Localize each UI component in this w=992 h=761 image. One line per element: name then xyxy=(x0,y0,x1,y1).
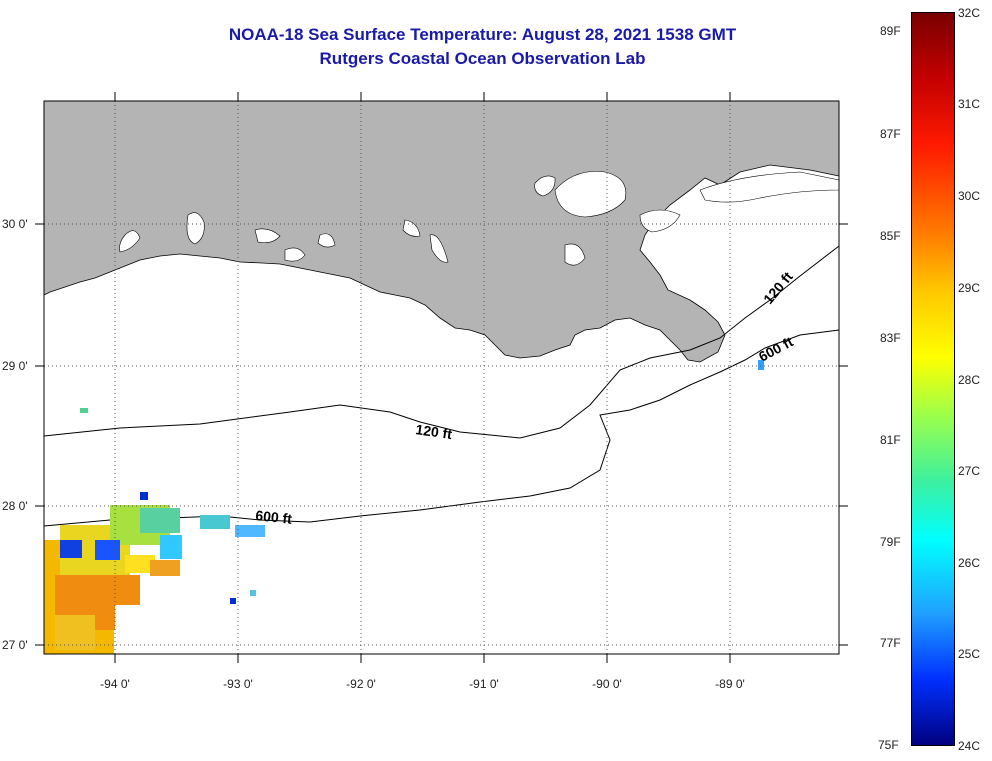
lat-label: 27 0' xyxy=(2,638,28,652)
contour-120ft xyxy=(43,245,840,439)
colorbar-f-label: 83F xyxy=(880,331,901,345)
sst-data-patch xyxy=(44,360,764,654)
lon-label: -92 0' xyxy=(346,677,376,691)
colorbar-f-label: 85F xyxy=(880,229,901,243)
land-mass xyxy=(43,100,840,363)
inland-water xyxy=(119,171,840,266)
colorbar-f-label: 77F xyxy=(880,636,901,650)
contour-label: 120 ft xyxy=(415,421,454,442)
colorbar-f-label: 89F xyxy=(880,24,901,38)
chart-subtitle: Rutgers Coastal Ocean Observation Lab xyxy=(319,49,646,68)
lon-label: -94 0' xyxy=(100,677,130,691)
lat-label: 30 0' xyxy=(2,217,28,231)
map-frame xyxy=(43,100,840,655)
colorbar-c-label: 28C xyxy=(958,373,981,387)
lat-label: 28 0' xyxy=(2,499,28,513)
colorbar-c-label: 27C xyxy=(958,464,981,478)
colorbar-f-label: 87F xyxy=(880,127,901,141)
colorbar-c-label: 30C xyxy=(958,189,981,203)
colorbar-c-label: 26C xyxy=(958,556,981,570)
colorbar-f-label: 81F xyxy=(880,433,901,447)
colorbar-f-label: 75F xyxy=(878,738,899,752)
colorbar-scale xyxy=(911,12,955,746)
contour-label: 600 ft xyxy=(255,507,293,527)
axis-ticks xyxy=(35,92,848,663)
lon-label: -91 0' xyxy=(469,677,499,691)
colorbar-c-label: 32C xyxy=(958,6,981,20)
lon-label: -93 0' xyxy=(223,677,253,691)
gridlines xyxy=(44,101,839,654)
lat-label: 29 0' xyxy=(2,359,28,373)
lon-label: -90 0' xyxy=(592,677,622,691)
colorbar-c-label: 29C xyxy=(958,281,981,295)
colorbar-f-label: 79F xyxy=(880,535,901,549)
chart-title: NOAA-18 Sea Surface Temperature: August … xyxy=(228,25,737,44)
colorbar-c-label: 31C xyxy=(958,97,981,111)
lon-label: -89 0' xyxy=(715,677,745,691)
colorbar-c-label: 24C xyxy=(958,739,981,753)
colorbar-c-label: 25C xyxy=(958,647,981,661)
